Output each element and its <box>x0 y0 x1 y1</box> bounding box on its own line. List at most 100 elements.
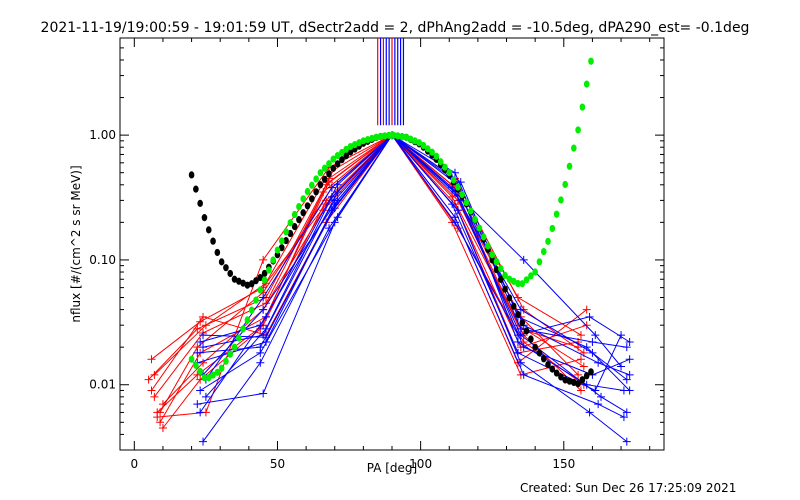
green-fit-point <box>583 80 590 88</box>
red-point <box>201 321 210 330</box>
blue-trace-line <box>202 134 630 376</box>
green-fit-point <box>356 139 362 147</box>
red-point <box>147 355 156 364</box>
blue-point <box>622 343 631 352</box>
black-fit-point <box>201 214 208 222</box>
green-fit-point <box>459 190 465 199</box>
green-fit-point <box>588 57 594 65</box>
black-fit-point <box>291 222 298 231</box>
green-fit-point <box>253 296 259 304</box>
red-point <box>199 312 208 321</box>
green-fit-point <box>300 195 307 203</box>
green-fit-point <box>291 210 298 219</box>
red-point <box>582 321 591 330</box>
green-fit-point <box>536 258 543 266</box>
black-fit-point <box>240 279 246 287</box>
blue-point <box>327 192 336 201</box>
blue-trace-line <box>202 134 625 442</box>
black-fit-point <box>326 170 332 178</box>
black-fit-point <box>205 226 212 234</box>
green-fit-point <box>223 357 229 365</box>
green-fit-point <box>485 242 491 250</box>
blue-point <box>591 331 600 340</box>
blue-point <box>262 312 271 321</box>
green-fit-point <box>549 224 556 233</box>
black-fit-point <box>553 369 560 377</box>
black-fit-point <box>244 281 251 289</box>
blue-point <box>450 218 459 227</box>
black-fit-point <box>502 285 508 293</box>
green-fit-point <box>236 334 242 342</box>
blue-point <box>193 348 202 357</box>
green-fit-point <box>571 144 577 152</box>
black-fit-point <box>300 209 307 217</box>
green-fit-point <box>540 247 547 256</box>
red-trace-line <box>157 134 582 418</box>
black-fit-point <box>296 216 302 224</box>
black-fit-point <box>343 152 349 160</box>
black-fit-point <box>489 256 496 264</box>
black-fit-point <box>304 202 311 210</box>
green-fit-point <box>343 145 349 153</box>
green-fit-point <box>296 203 302 211</box>
green-fit-point <box>270 256 276 264</box>
green-fit-point <box>442 163 448 171</box>
blue-point <box>585 312 594 321</box>
blue-point <box>625 386 634 395</box>
blue-point <box>588 348 597 357</box>
black-fit-point <box>545 360 551 369</box>
green-fit-point <box>437 158 444 166</box>
blue-trace-line <box>197 134 628 442</box>
red-point <box>259 255 268 264</box>
green-fit-point <box>377 132 384 141</box>
red-point <box>576 355 585 364</box>
black-fit-point <box>498 275 504 283</box>
black-fit-point <box>278 244 285 252</box>
green-fit-point <box>562 180 569 189</box>
blue-point <box>516 305 525 314</box>
blue-point <box>333 196 342 205</box>
black-fit-point <box>330 164 337 172</box>
red-point <box>513 293 522 302</box>
green-fit-point <box>455 183 461 191</box>
blue-point <box>619 413 628 422</box>
blue-point <box>622 437 631 446</box>
red-point <box>147 386 156 395</box>
red-trace-line <box>154 134 582 398</box>
blue-trace-line <box>199 134 630 391</box>
black-fit-point <box>347 148 354 156</box>
green-fit-point <box>386 131 392 140</box>
x-tick-label: 0 <box>130 457 138 471</box>
red-point <box>156 408 165 417</box>
x-axis: 0 50 100 150 <box>130 38 651 471</box>
blue-point <box>199 343 208 352</box>
black-fit-point <box>562 376 569 384</box>
black-fit-point <box>210 237 216 245</box>
black-fit-point <box>188 171 195 179</box>
green-fit-point <box>480 233 487 241</box>
blue-point <box>450 168 459 177</box>
green-fit-point <box>523 276 530 284</box>
black-fit-point <box>197 199 203 207</box>
red-point <box>448 192 457 201</box>
green-fit-point <box>210 371 216 379</box>
blue-point <box>196 408 205 417</box>
black-fit-point <box>313 188 319 196</box>
x-tick-label: 50 <box>270 457 285 471</box>
red-point <box>156 418 165 427</box>
green-fit-point <box>575 126 581 134</box>
green-fit-point <box>248 306 255 314</box>
blue-point <box>588 338 597 347</box>
green-fit-point <box>472 215 478 224</box>
black-fit-point <box>321 175 328 183</box>
black-fit-point <box>583 372 590 380</box>
green-fit-point <box>347 142 354 151</box>
black-fit-point <box>515 310 521 319</box>
blue-point <box>519 370 528 379</box>
green-fit-point <box>261 276 268 284</box>
green-fit-point <box>579 103 586 111</box>
green-fit-point <box>493 258 500 266</box>
y-axis: 0.01 0.10 1.00 <box>89 37 664 451</box>
red-point <box>150 392 159 401</box>
green-fit-point <box>330 155 337 163</box>
